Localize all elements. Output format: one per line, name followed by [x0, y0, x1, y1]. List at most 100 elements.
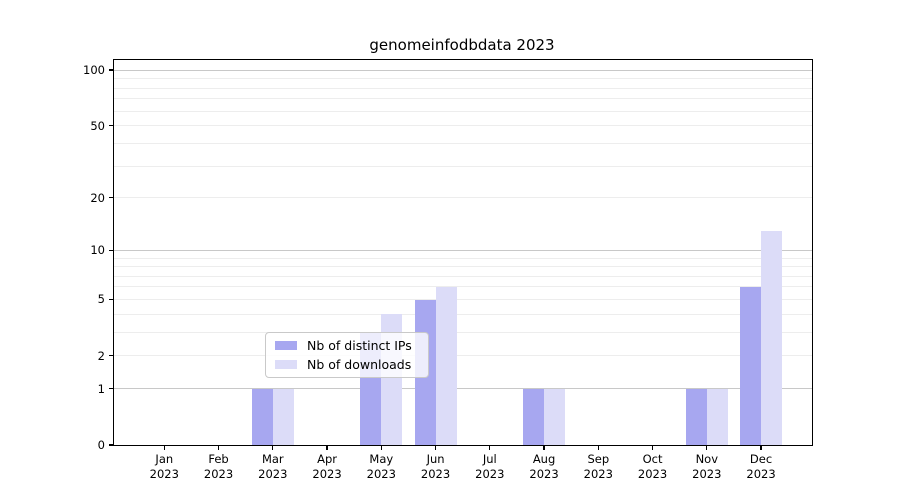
- bar-nb-of-distinct-ips: [740, 286, 762, 445]
- major-gridline: [114, 69, 812, 71]
- y-tick: [109, 388, 114, 390]
- y-axis-tick-label: 100: [83, 63, 105, 78]
- x-label-year: 2023: [149, 466, 179, 481]
- x-tick: [326, 445, 328, 450]
- bar-nb-of-distinct-ips: [685, 388, 707, 445]
- x-tick: [543, 445, 545, 450]
- minor-gridline: [114, 257, 812, 259]
- bar-nb-of-downloads: [435, 286, 457, 445]
- minor-gridline: [114, 355, 812, 357]
- x-axis-tick-label: Nov 2023: [692, 452, 721, 482]
- x-label-year: 2023: [637, 466, 668, 481]
- x-label-month: Sep: [587, 452, 610, 466]
- bar-nb-of-downloads: [272, 388, 294, 445]
- x-axis-tick-label: Jan 2023: [150, 452, 179, 482]
- y-axis-tick-label: 0: [97, 438, 105, 452]
- minor-gridline: [114, 78, 812, 80]
- minor-gridline: [114, 298, 812, 300]
- x-label-year: 2023: [529, 466, 559, 481]
- y-axis-tick-label: 50: [90, 118, 105, 133]
- bar-nb-of-distinct-ips: [251, 388, 273, 445]
- x-tick: [163, 445, 165, 450]
- x-label-year: 2023: [475, 466, 505, 481]
- bar-nb-of-downloads: [706, 388, 728, 445]
- y-axis-tick-label: 20: [90, 190, 105, 205]
- major-gridline: [114, 388, 812, 390]
- x-axis-tick-label: Sep 2023: [584, 452, 613, 482]
- minor-gridline: [114, 165, 812, 167]
- legend-swatch-downloads: [275, 360, 297, 369]
- x-label-year: 2023: [583, 466, 613, 481]
- x-label-year: 2023: [366, 466, 396, 481]
- minor-gridline: [114, 286, 812, 288]
- major-gridline: [114, 249, 812, 251]
- bar-nb-of-downloads: [544, 388, 566, 445]
- x-label-month: Aug: [532, 452, 556, 466]
- minor-gridline: [114, 87, 812, 89]
- y-axis-tick-label: 10: [90, 243, 105, 258]
- y-tick: [109, 124, 114, 127]
- y-axis-tick-label: 5: [97, 292, 105, 307]
- x-axis-tick-label: Jul 2023: [475, 452, 504, 482]
- bar-nb-of-distinct-ips: [523, 388, 545, 445]
- x-label-year: 2023: [312, 466, 342, 481]
- minor-gridline: [114, 98, 812, 100]
- x-label-month: Apr: [317, 452, 337, 466]
- y-tick: [109, 249, 114, 251]
- plot-area: 0 1 2 5 10 20 50 100 Jan 2023 Feb 2023 Mar 2023 Apr 202…: [83, 59, 813, 481]
- x-label-month: Jul: [482, 452, 497, 466]
- legend-item: Nb of distinct IPs: [275, 338, 420, 353]
- x-axis-tick-label: Aug 2023: [529, 452, 558, 482]
- x-label-month: Oct: [642, 452, 663, 466]
- minor-gridline: [114, 275, 812, 277]
- x-axis-tick-label: Feb 2023: [204, 452, 233, 482]
- bar-nb-of-downloads: [761, 230, 783, 445]
- legend-label: Nb of downloads: [307, 357, 412, 372]
- x-label-year: 2023: [420, 466, 451, 481]
- y-axis-tick-label: 1: [97, 381, 105, 396]
- x-axis-tick-label: Mar 2023: [258, 452, 287, 482]
- minor-gridline: [114, 110, 812, 112]
- x-tick: [706, 445, 708, 450]
- x-axis-tick-label: Dec 2023: [746, 452, 775, 482]
- x-axis-tick-label: Jun 2023: [421, 452, 450, 482]
- legend-swatch-distinct-ips: [275, 341, 297, 350]
- x-tick: [380, 445, 382, 450]
- x-tick: [489, 445, 491, 450]
- minor-gridline: [114, 197, 812, 199]
- x-label-month: Dec: [749, 452, 773, 466]
- x-label-month: Jan: [155, 452, 174, 466]
- x-label-year: 2023: [203, 466, 234, 481]
- x-label-month: Jun: [426, 452, 445, 466]
- legend-item: Nb of downloads: [275, 357, 420, 372]
- x-axis-tick-label: May 2023: [367, 452, 396, 482]
- minor-gridline: [114, 266, 812, 268]
- y-tick: [109, 69, 114, 71]
- y-tick: [109, 197, 114, 199]
- minor-gridline: [114, 142, 812, 144]
- x-label-year: 2023: [692, 466, 722, 481]
- y-tick: [109, 298, 114, 301]
- y-tick: [109, 355, 114, 357]
- x-tick: [217, 445, 220, 450]
- x-label-month: Feb: [208, 452, 229, 466]
- legend-label: Nb of distinct IPs: [307, 338, 412, 353]
- x-tick: [651, 445, 654, 450]
- x-axis-tick-label: Oct 2023: [638, 452, 667, 482]
- x-label-month: Nov: [695, 452, 719, 466]
- x-tick: [597, 445, 599, 450]
- x-label-month: May: [369, 452, 394, 466]
- x-axis-tick-label: Apr 2023: [312, 452, 341, 482]
- x-tick: [434, 445, 437, 450]
- minor-gridline: [114, 313, 812, 315]
- x-label-year: 2023: [258, 466, 288, 481]
- minor-gridline: [114, 125, 812, 127]
- minor-gridline: [114, 331, 812, 333]
- x-tick: [272, 445, 274, 450]
- chart-title: genomeinfodbdata 2023: [369, 36, 555, 54]
- y-axis-tick-label: 2: [97, 348, 105, 363]
- x-label-month: Mar: [261, 452, 284, 466]
- x-tick: [760, 445, 762, 450]
- legend: Nb of distinct IPs Nb of downloads: [265, 332, 429, 378]
